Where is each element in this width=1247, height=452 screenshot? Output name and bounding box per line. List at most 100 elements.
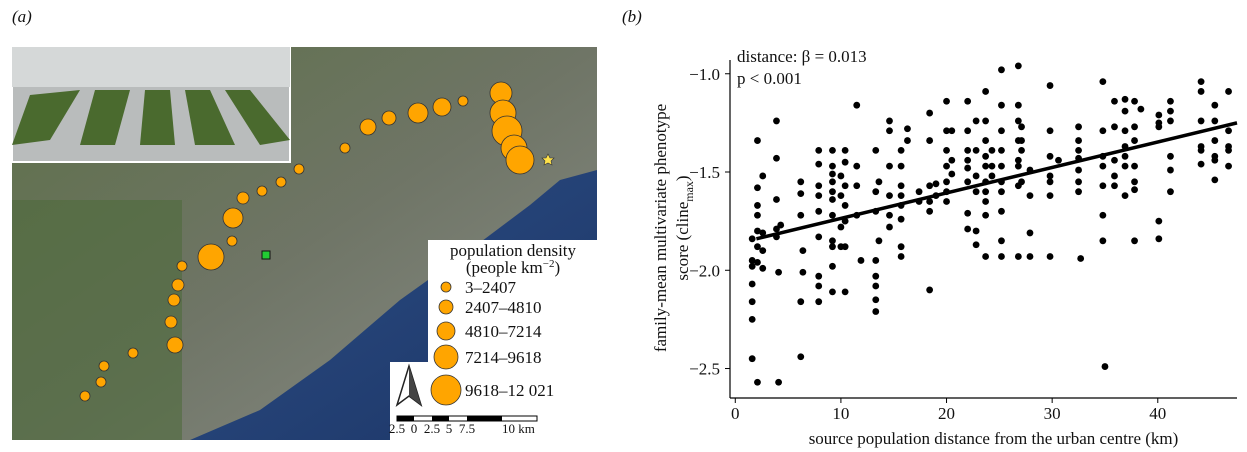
point: [897, 192, 905, 199]
point: [754, 137, 761, 144]
site-marker: [275, 176, 287, 188]
point: [1197, 88, 1205, 95]
point: [1121, 152, 1129, 160]
point: [926, 137, 934, 144]
point: [1018, 137, 1025, 144]
point: [988, 146, 996, 154]
point: [1167, 166, 1174, 174]
point: [853, 101, 861, 109]
point: [886, 211, 893, 219]
panel-label: (b): [622, 7, 642, 26]
point: [943, 97, 950, 105]
point: [897, 182, 905, 190]
point: [1131, 123, 1138, 131]
point: [773, 154, 780, 162]
point: [799, 268, 807, 276]
legend-marker: [430, 374, 462, 406]
point: [1225, 162, 1232, 170]
site-marker: [407, 102, 429, 124]
site-marker: [95, 376, 107, 388]
point: [1075, 166, 1082, 174]
site-marker: [293, 163, 305, 175]
legend-title-part: (people km: [466, 258, 543, 277]
point: [1014, 101, 1022, 109]
point: [1077, 255, 1085, 262]
point: [926, 198, 934, 205]
point: [972, 227, 980, 235]
point: [1075, 123, 1082, 131]
point: [1075, 146, 1082, 154]
point: [1155, 217, 1163, 225]
point: [897, 146, 905, 154]
point: [982, 117, 990, 125]
point: [1131, 237, 1138, 245]
point: [886, 223, 893, 231]
point: [897, 162, 905, 170]
point: [754, 211, 761, 219]
point: [1018, 123, 1025, 131]
point: [841, 146, 849, 154]
point: [773, 196, 780, 203]
urban-centre-star: [541, 153, 555, 166]
point: [1026, 192, 1034, 199]
point: [982, 162, 990, 170]
point: [829, 262, 836, 270]
point: [943, 198, 950, 205]
y-axis-label-part: score (cline: [673, 202, 692, 281]
point: [1014, 62, 1022, 70]
point: [872, 272, 880, 280]
point: [886, 162, 893, 170]
point: [964, 225, 972, 233]
point: [829, 146, 836, 154]
point: [815, 192, 823, 199]
point: [1099, 127, 1107, 135]
point: [1137, 105, 1145, 113]
point: [926, 109, 934, 117]
x-tick-label: 10: [832, 404, 849, 423]
point: [815, 298, 823, 306]
site-marker: [236, 191, 250, 205]
point: [982, 137, 990, 144]
point: [1014, 162, 1022, 170]
x-axis-label: source population distance from the urba…: [809, 429, 1179, 448]
point: [1197, 146, 1205, 154]
point: [982, 188, 990, 196]
site-marker: [222, 207, 244, 229]
point: [1131, 178, 1138, 186]
legend-label: 4810–7214: [465, 322, 542, 341]
point: [1111, 182, 1118, 190]
point: [1211, 176, 1219, 184]
legend-label: 2407–4810: [465, 298, 542, 317]
point: [1197, 78, 1205, 86]
point: [1055, 156, 1062, 164]
point: [837, 172, 845, 180]
point: [829, 162, 836, 170]
point: [1075, 188, 1082, 196]
annotation: distance: β = 0.013: [737, 47, 867, 66]
scale-label: 5: [446, 421, 453, 436]
point: [797, 211, 805, 219]
point: [797, 298, 805, 306]
point: [1014, 156, 1022, 164]
point: [926, 286, 934, 294]
point: [943, 127, 950, 135]
point: [748, 235, 756, 243]
point: [797, 190, 805, 198]
point: [926, 182, 934, 190]
site-marker: [166, 336, 184, 354]
point: [853, 162, 861, 170]
point: [829, 237, 836, 245]
point: [754, 243, 761, 251]
y-tick-label: −2.5: [689, 360, 720, 379]
x-tick-label: 20: [938, 404, 955, 423]
point: [815, 207, 823, 215]
point: [1026, 229, 1034, 237]
point: [875, 237, 883, 245]
point: [998, 253, 1005, 260]
point: [837, 223, 845, 231]
site-marker: [505, 145, 535, 175]
point: [1099, 162, 1107, 170]
site-marker: [457, 95, 469, 107]
point: [797, 353, 805, 361]
